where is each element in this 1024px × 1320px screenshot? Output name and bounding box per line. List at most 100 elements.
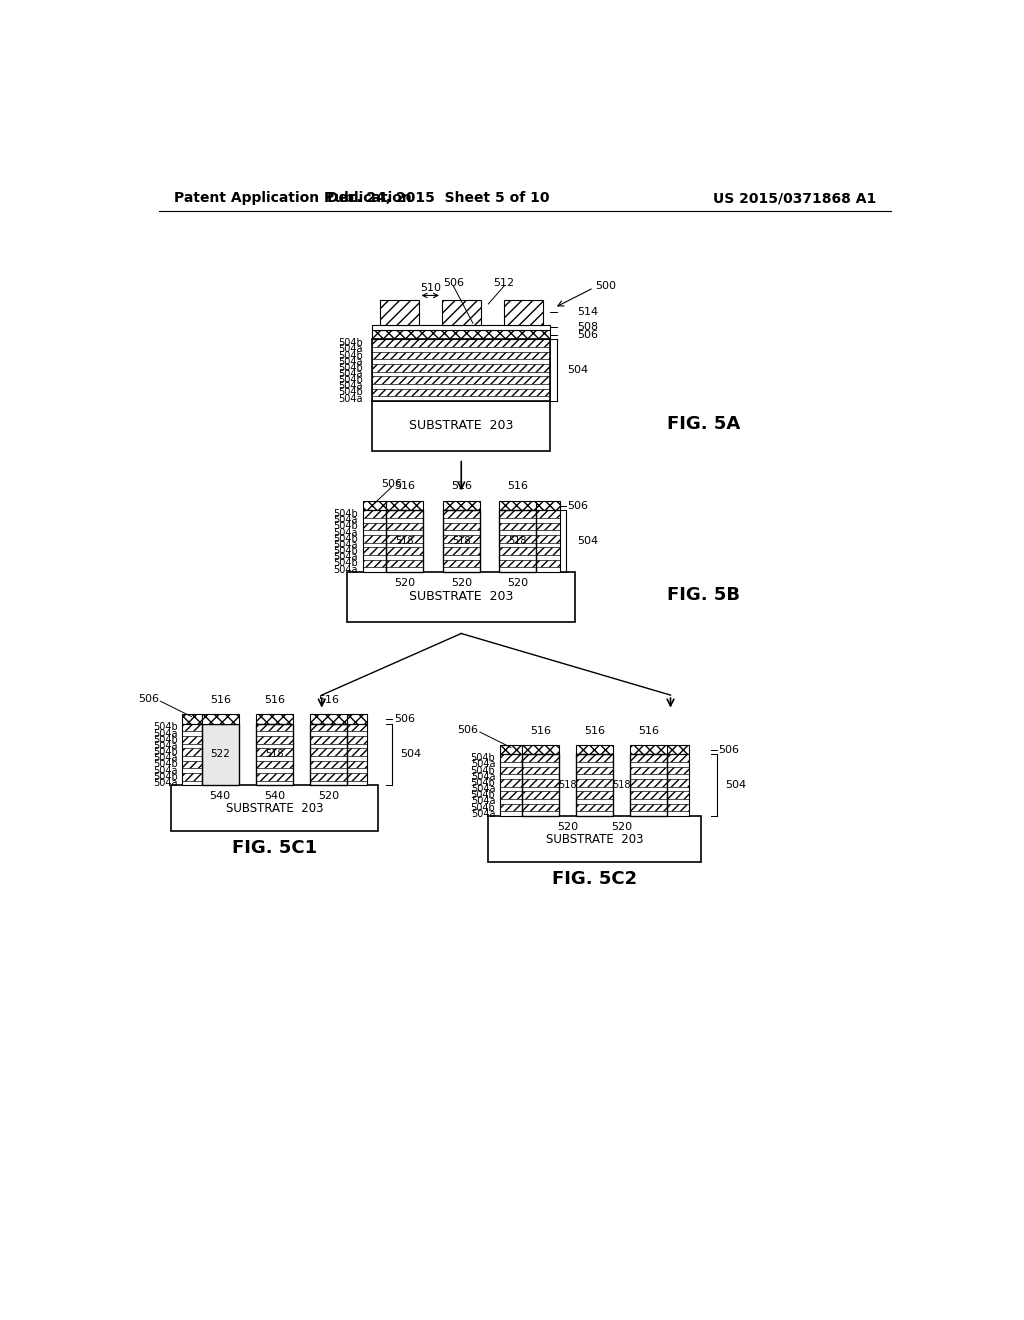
Text: 518: 518 (395, 536, 414, 546)
Bar (310, 748, 347, 756)
Text: 522: 522 (210, 750, 230, 759)
Bar (347, 723, 367, 731)
Bar (668, 799, 689, 804)
Bar (310, 768, 347, 774)
Text: 504: 504 (400, 750, 421, 759)
Text: 506: 506 (381, 479, 402, 490)
Bar (575, 744, 613, 755)
Bar (668, 744, 689, 755)
Bar (442, 554, 480, 560)
Bar (521, 779, 559, 787)
Bar (182, 768, 202, 774)
Bar (372, 339, 550, 401)
Bar (372, 372, 550, 376)
Text: 504b: 504b (338, 375, 362, 385)
Text: FIG. 5A: FIG. 5A (667, 414, 740, 433)
Bar (500, 554, 537, 560)
Text: 504a: 504a (471, 796, 496, 807)
Bar (442, 523, 480, 531)
Text: 504a: 504a (154, 754, 177, 763)
Text: 520: 520 (451, 578, 472, 587)
Bar (575, 787, 613, 792)
Text: 504a: 504a (338, 345, 362, 354)
Bar (347, 737, 367, 743)
Bar (521, 799, 559, 804)
Bar (386, 531, 423, 535)
Bar (575, 755, 613, 762)
Text: 504: 504 (725, 780, 745, 791)
Bar (347, 572, 575, 622)
Text: 504a: 504a (334, 540, 358, 550)
Bar (182, 723, 202, 785)
Bar (347, 748, 367, 756)
Bar (630, 787, 668, 792)
Bar (500, 744, 521, 755)
Bar (310, 774, 347, 780)
Bar (372, 330, 550, 339)
Bar (537, 543, 560, 548)
Bar (310, 714, 347, 723)
Text: 504a: 504a (334, 565, 358, 574)
Bar (362, 511, 386, 517)
Bar (500, 767, 521, 775)
Text: 512: 512 (494, 279, 514, 288)
Bar (668, 804, 689, 812)
Text: 506: 506 (458, 725, 478, 735)
Bar (500, 543, 537, 548)
Bar (182, 756, 202, 760)
Text: Patent Application Publication: Patent Application Publication (174, 191, 413, 206)
Bar (575, 799, 613, 804)
Text: 520: 520 (394, 578, 416, 587)
Bar (362, 511, 386, 572)
Bar (362, 502, 386, 511)
Text: SUBSTRATE  203: SUBSTRATE 203 (546, 833, 643, 846)
Text: 504: 504 (577, 536, 598, 546)
Bar (500, 755, 521, 816)
Bar (668, 762, 689, 767)
Bar (386, 554, 423, 560)
Bar (182, 780, 202, 785)
Text: 504b: 504b (338, 388, 362, 397)
Bar (182, 737, 202, 743)
Text: 504a: 504a (338, 356, 362, 367)
Text: 504b: 504b (153, 759, 177, 770)
Bar (347, 780, 367, 785)
Text: 510: 510 (420, 282, 440, 293)
Text: 504a: 504a (154, 777, 177, 788)
Text: 504b: 504b (334, 510, 358, 519)
Bar (500, 779, 521, 787)
Bar (521, 812, 559, 816)
Text: 504a: 504a (154, 729, 177, 739)
Bar (256, 774, 293, 780)
Bar (521, 804, 559, 812)
Bar (442, 548, 480, 554)
Bar (380, 300, 419, 325)
Bar (442, 543, 480, 548)
Bar (347, 774, 367, 780)
Bar (521, 787, 559, 792)
Text: FIG. 5C2: FIG. 5C2 (552, 870, 637, 888)
Bar (488, 816, 700, 862)
Text: 520: 520 (507, 578, 528, 587)
Bar (500, 535, 537, 543)
Text: 506: 506 (443, 279, 464, 288)
Bar (347, 714, 367, 723)
Text: 504b: 504b (471, 754, 496, 763)
Bar (537, 523, 560, 531)
Bar (347, 731, 367, 737)
Bar (521, 792, 559, 799)
Text: 504a: 504a (154, 766, 177, 776)
Bar (386, 511, 423, 572)
Bar (442, 560, 480, 568)
Text: 540: 540 (210, 791, 230, 801)
Bar (310, 737, 347, 743)
Text: 504b: 504b (334, 546, 358, 556)
Bar (537, 548, 560, 554)
Bar (668, 755, 689, 762)
Bar (372, 376, 550, 384)
Bar (630, 744, 668, 755)
Bar (442, 517, 480, 523)
Bar (256, 743, 293, 748)
Bar (500, 517, 537, 523)
Text: 504b: 504b (471, 777, 496, 788)
